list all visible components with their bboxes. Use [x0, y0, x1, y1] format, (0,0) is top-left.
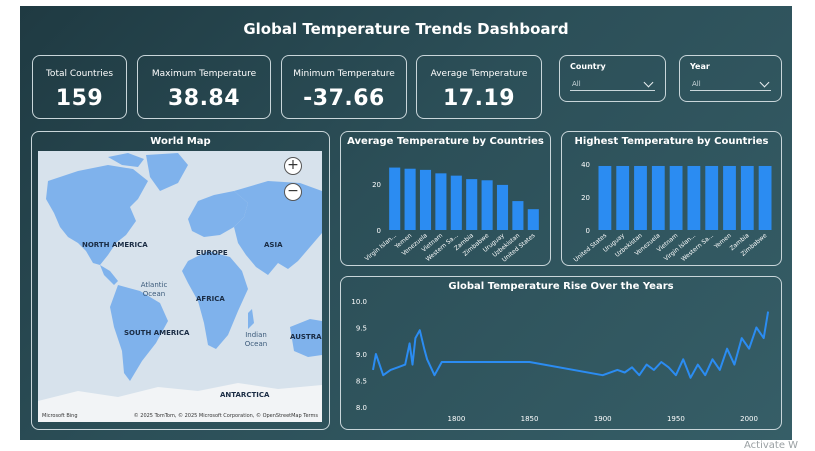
bar	[598, 165, 612, 230]
y-tick-label: 20	[372, 181, 381, 189]
land-europe	[188, 191, 248, 237]
zoom-in-button[interactable]: +	[284, 157, 302, 175]
x-tick-label: 1850	[521, 415, 539, 423]
map-attribution[interactable]: © 2025 TomTom, © 2025 Microsoft Corporat…	[133, 413, 318, 419]
x-tick-label: 1800	[447, 415, 465, 423]
land-central-america	[100, 265, 118, 285]
y-tick-label: 8.5	[356, 378, 367, 386]
bar	[687, 165, 701, 230]
bar	[740, 165, 754, 230]
land-north-america	[46, 153, 148, 265]
y-tick-label: 9.0	[356, 351, 367, 359]
kpi-value: 38.84	[167, 86, 241, 111]
land-greenland	[146, 153, 188, 191]
bar	[435, 173, 447, 230]
bar	[466, 179, 478, 230]
y-tick-label: 10.0	[351, 298, 367, 306]
kpi-value: 159	[55, 86, 104, 111]
bar	[450, 175, 462, 230]
year-dropdown[interactable]: All	[690, 77, 771, 91]
kpi-value: 17.19	[442, 86, 516, 111]
series-line	[372, 311, 770, 379]
year-slicer[interactable]: Year All	[679, 55, 782, 102]
y-tick-label: 0	[377, 227, 381, 235]
bar	[527, 209, 539, 230]
label-north-america: NORTH AMERICA	[82, 241, 148, 249]
map-title: World Map	[150, 136, 211, 147]
land-antarctica	[38, 383, 322, 422]
x-tick-label: 1900	[594, 415, 612, 423]
avg-temp-chart-card[interactable]: Average Temperature by Countries 0 20 Virg…	[340, 131, 551, 266]
y-tick-label: 40	[581, 161, 590, 169]
label-australia: AUSTRAL	[290, 333, 322, 341]
kpi-minimum-temperature: Minimum Temperature -37.66	[281, 55, 407, 119]
kpi-maximum-temperature: Maximum Temperature 38.84	[137, 55, 271, 119]
kpi-label: Maximum Temperature	[151, 69, 257, 79]
world-map-visual[interactable]: World Map	[31, 131, 330, 430]
label-antarctica: ANTARCTICA	[220, 391, 270, 399]
kpi-total-countries: Total Countries 159	[32, 55, 127, 119]
chevron-down-icon[interactable]	[759, 77, 770, 88]
bar	[616, 165, 630, 230]
x-tick-label: Virgin Islan...	[364, 232, 398, 262]
bar	[705, 165, 719, 230]
x-tick-label: 1950	[667, 415, 685, 423]
y-tick-label: 9.5	[356, 325, 367, 333]
kpi-label: Average Temperature	[430, 69, 528, 79]
kpi-average-temperature: Average Temperature 17.19	[416, 55, 542, 119]
label-indian-ocean: Indian Ocean	[244, 331, 268, 348]
dropdown-value: All	[572, 80, 581, 88]
dashboard: Global Temperature Trends Dashboard Tota…	[20, 6, 792, 440]
land-africa	[182, 251, 248, 349]
bar	[496, 184, 509, 230]
bar	[669, 165, 683, 230]
chart-title: Global Temperature Rise Over the Years	[448, 281, 674, 292]
land-australia	[290, 319, 322, 357]
slicer-label: Year	[690, 62, 710, 71]
x-tick-label: Western Sa...	[680, 232, 715, 263]
y-tick-label: 8.0	[356, 404, 367, 412]
bar	[723, 165, 736, 230]
bar	[651, 165, 665, 230]
bar	[634, 165, 647, 230]
chart-title: Highest Temperature by Countries	[574, 136, 769, 147]
zoom-out-button[interactable]: −	[284, 183, 302, 201]
bar	[481, 180, 493, 230]
y-tick-label: 0	[586, 227, 590, 235]
land-madagascar	[248, 309, 254, 329]
country-slicer[interactable]: Country All	[559, 55, 666, 102]
land-south-america	[110, 285, 168, 381]
label-atlantic-ocean: Atlantic Ocean	[140, 281, 168, 298]
label-asia: ASIA	[264, 241, 283, 249]
bar	[758, 165, 772, 230]
kpi-label: Minimum Temperature	[293, 69, 395, 79]
dashboard-title: Global Temperature Trends Dashboard	[243, 20, 569, 38]
kpi-value: -37.66	[303, 86, 385, 111]
country-dropdown[interactable]: All	[570, 77, 655, 91]
temp-rise-chart-card[interactable]: Global Temperature Rise Over the Years 8…	[340, 276, 782, 430]
activate-windows-watermark: Activate W	[744, 440, 799, 451]
label-south-america: SOUTH AMERICA	[124, 329, 190, 337]
label-africa: AFRICA	[196, 295, 225, 303]
map-canvas[interactable]: NORTH AMERICA EUROPE ASIA AFRICA SOUTH A…	[38, 151, 322, 422]
map-land	[38, 153, 322, 422]
y-tick-label: 20	[581, 194, 590, 202]
temp-rise-chart[interactable]: 8.0 8.5 9.0 9.5 10.0 1800 1850 1900 1950 2000	[341, 295, 781, 429]
chart-title: Average Temperature by Countries	[347, 136, 544, 147]
bar	[404, 168, 416, 230]
bar	[419, 169, 432, 230]
kpi-label: Total Countries	[45, 69, 114, 79]
label-europe: EUROPE	[196, 249, 228, 257]
bing-logo: Microsoft Bing	[42, 413, 78, 419]
x-tick-label: 2000	[740, 415, 758, 423]
bar	[389, 167, 401, 230]
highest-temp-chart-card[interactable]: Highest Temperature by Countries 0 20 40 Un…	[561, 131, 782, 266]
chevron-down-icon[interactable]	[643, 77, 654, 88]
slicer-label: Country	[570, 62, 606, 71]
bar	[512, 201, 524, 230]
dropdown-value: All	[692, 80, 701, 88]
land-asia	[234, 181, 322, 275]
